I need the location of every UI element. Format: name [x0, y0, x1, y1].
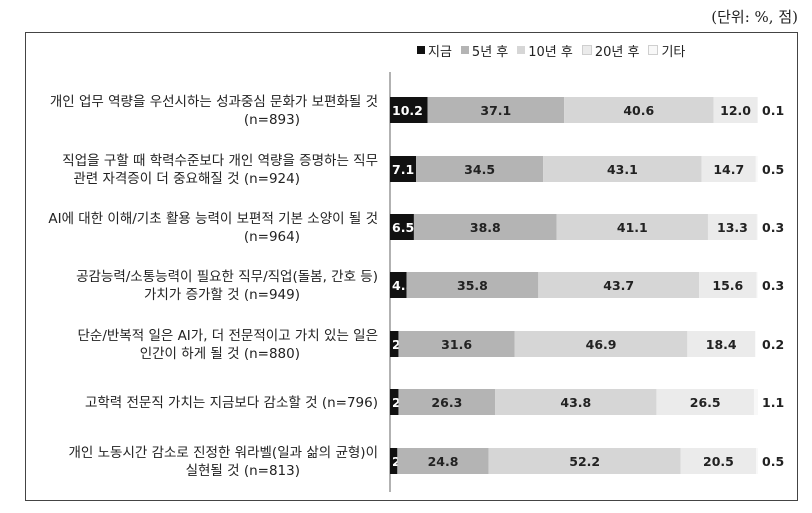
- value-label-4-4: 0.2: [762, 337, 784, 352]
- value-label-0-3: 12.0: [720, 103, 751, 118]
- value-label-2-3: 13.3: [717, 220, 748, 235]
- bar-segment-6-3: [680, 448, 757, 474]
- legend-label-1: 5년 후: [471, 44, 509, 60]
- bar-segment-3-2: [538, 272, 700, 298]
- category-label-4: 단순/반복적 일은 AI가, 더 전문적이고 가치 있는 일은 인간이 하게 될 …: [78, 328, 379, 362]
- value-label-0-0: 10.2: [392, 103, 423, 118]
- bar-segment-4-0: [390, 331, 399, 357]
- value-label-3-1: 35.8: [457, 278, 488, 293]
- bar-segment-1-4: [755, 156, 758, 182]
- bar-segment-2-0: [390, 214, 414, 240]
- bar-segment-0-2: [564, 97, 714, 123]
- bar-segment-0-1: [427, 97, 565, 123]
- bar-segment-1-0: [390, 156, 417, 182]
- bar-segment-1-2: [543, 156, 702, 182]
- bar-segment-2-3: [707, 214, 757, 240]
- value-label-1-3: 14.7: [713, 162, 744, 177]
- bar-segment-4-1: [398, 331, 515, 357]
- value-label-3-3: 15.6: [712, 278, 743, 293]
- value-label-1-1: 34.5: [464, 162, 495, 177]
- legend-item-2: 10년 후: [517, 41, 573, 60]
- bar-segment-1-3: [701, 156, 756, 182]
- value-label-4-1: 31.6: [441, 337, 472, 352]
- bar-segment-2-4: [756, 214, 758, 240]
- bar-segment-5-1: [398, 389, 496, 415]
- bar-segment-6-4: [756, 448, 758, 474]
- bar-segment-3-0: [390, 272, 407, 298]
- legend-item-1: 5년 후: [460, 41, 509, 60]
- value-label-3-4: 0.3: [762, 278, 784, 293]
- legend-label-0: 지금: [428, 44, 452, 60]
- value-label-5-1: 26.3: [431, 395, 462, 410]
- legend-swatch-3: [581, 45, 592, 55]
- legend-swatch-1: [460, 46, 469, 54]
- bar-segment-6-1: [397, 448, 489, 474]
- value-label-0-2: 40.6: [623, 103, 654, 118]
- value-label-1-2: 43.1: [607, 162, 638, 177]
- bar-segment-5-4: [753, 389, 758, 415]
- legend-swatch-4: [648, 45, 659, 55]
- legend-swatch-2: [517, 46, 526, 54]
- value-label-5-2: 43.8: [560, 395, 591, 410]
- legend-item-3: 20년 후: [581, 41, 640, 60]
- chart-frame: [25, 32, 798, 501]
- bar-segment-6-2: [488, 448, 681, 474]
- value-label-2-1: 38.8: [470, 220, 501, 235]
- value-label-6-3: 20.5: [703, 454, 734, 469]
- value-label-1-0: 7.1: [392, 162, 414, 177]
- chart-legend: 지금 5년 후 10년 후 20년 후 기타: [417, 40, 694, 60]
- value-label-0-4: 0.1: [762, 103, 784, 118]
- legend-label-4: 기타: [661, 44, 686, 60]
- bar-segment-3-1: [406, 272, 539, 298]
- unit-label: (단위: %, 점): [711, 8, 798, 26]
- bar-segment-2-2: [556, 214, 708, 240]
- bar-segment-5-2: [495, 389, 657, 415]
- bar-segment-1-1: [416, 156, 544, 182]
- bar-segment-5-3: [656, 389, 754, 415]
- legend-label-2: 10년 후: [528, 44, 573, 60]
- value-label-4-2: 46.9: [586, 337, 617, 352]
- category-label-0: 개인 업무 역량을 우선시하는 성과중심 문화가 보편화될 것 (n=893): [50, 94, 378, 128]
- value-label-2-0: 6.5: [392, 220, 414, 235]
- value-label-4-3: 18.4: [706, 337, 737, 352]
- value-label-6-2: 52.2: [569, 454, 600, 469]
- category-label-5: 고학력 전문직 가치는 지금보다 감소할 것 (n=796): [85, 395, 378, 411]
- value-label-1-4: 0.5: [762, 162, 784, 177]
- value-label-2-4: 0.3: [762, 220, 784, 235]
- value-label-5-4: 1.1: [762, 395, 784, 410]
- bar-segment-6-0: [390, 448, 398, 474]
- value-label-5-3: 26.5: [690, 395, 721, 410]
- bar-segment-0-0: [390, 97, 428, 123]
- bar-segment-3-4: [756, 272, 758, 298]
- category-label-3: 공감능력/소통능력이 필요한 직무/직업(돌봄, 간호 등) 가치가 증가할 것 …: [76, 269, 378, 303]
- bar-segment-5-0: [390, 389, 399, 415]
- bar-segment-4-3: [687, 331, 756, 357]
- bar-segment-3-3: [699, 272, 757, 298]
- value-label-3-2: 43.7: [603, 278, 634, 293]
- category-label-2: AI에 대한 이해/기초 활용 능력이 보편적 기본 소양이 될 것 (n=964…: [48, 211, 378, 245]
- legend-item-0: 지금: [417, 41, 452, 60]
- value-label-2-2: 41.1: [617, 220, 648, 235]
- bar-segment-4-4: [755, 331, 756, 357]
- value-label-6-1: 24.8: [428, 454, 459, 469]
- legend-item-4: 기타: [648, 41, 685, 60]
- legend-swatch-0: [417, 46, 425, 54]
- bar-segment-4-2: [514, 331, 688, 357]
- category-label-1: 직업을 구할 때 학력수준보다 개인 역량을 증명하는 직무 관련 자격증이 더 …: [62, 153, 378, 187]
- value-label-6-4: 0.5: [762, 454, 784, 469]
- legend-label-3: 20년 후: [594, 44, 640, 60]
- category-label-6: 개인 노동시간 감소로 진정한 워라벨(일과 삶의 균형)이 실현될 것 (n=8…: [68, 445, 378, 479]
- bar-segment-2-1: [413, 214, 557, 240]
- bar-segment-0-3: [713, 97, 758, 123]
- value-label-0-1: 37.1: [480, 103, 511, 118]
